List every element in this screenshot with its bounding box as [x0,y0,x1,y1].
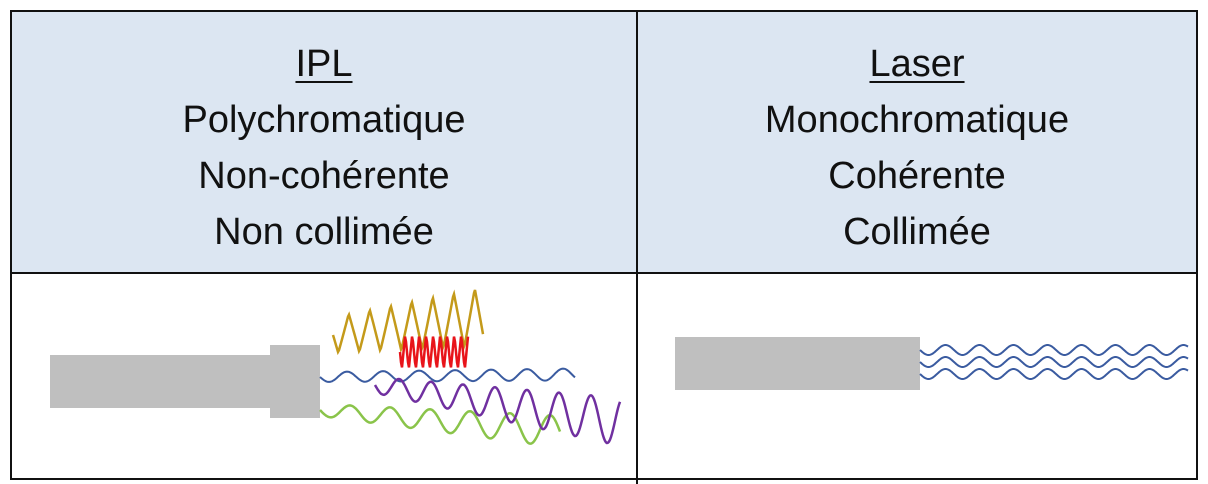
lamp-head [270,345,320,418]
light-wave [373,377,622,445]
light-wave [331,289,485,356]
comparison-table: IPL Polychromatique Non-cohérente Non co… [10,10,1198,484]
light-wave [919,368,1189,380]
light-wave [319,404,562,445]
column-title: Laser [869,43,965,85]
header-cell: Laser Monochromatique Cohérente Collimée [638,12,1196,274]
property: Collimée [843,211,991,253]
column-title: IPL [295,43,353,85]
light-wave [398,336,470,368]
header-cell: IPL Polychromatique Non-cohérente Non co… [12,12,638,274]
page: IPL Polychromatique Non-cohérente Non co… [10,10,1198,484]
property: Non-cohérente [198,155,450,197]
light-wave [919,356,1189,368]
property: Monochromatique [764,99,1070,141]
property: Cohérente [828,155,1006,197]
column-divider [636,274,638,484]
lamp-body [50,355,272,408]
property: Polychromatique [182,99,466,141]
illustrations [50,289,1189,445]
laser-body [675,337,920,390]
property: Non collimée [214,211,434,253]
light-wave [319,367,576,383]
light-wave [919,344,1189,356]
